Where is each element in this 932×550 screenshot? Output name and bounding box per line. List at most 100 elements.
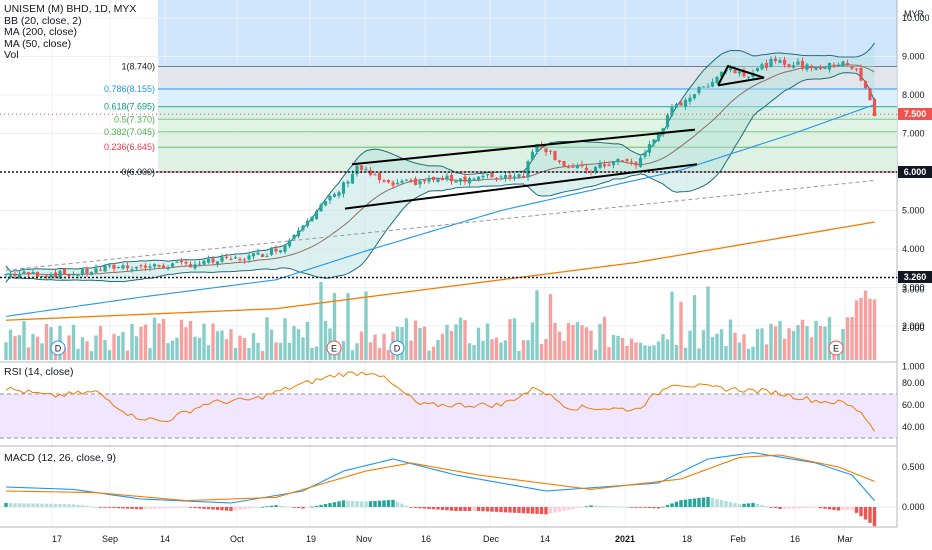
- candle-body: [436, 177, 440, 182]
- volume-bar: [413, 320, 418, 360]
- ma50-legend[interactable]: MA (50, close): [4, 37, 72, 50]
- macd-histogram-bar: [724, 501, 728, 507]
- volume-bar: [107, 350, 112, 360]
- candle-body: [499, 176, 503, 178]
- candle-body: [638, 157, 643, 167]
- price-tick-label: 2.000: [902, 321, 925, 331]
- macd-histogram-bar: [13, 503, 17, 507]
- pennant-triangle: [717, 64, 765, 87]
- volume-bar: [589, 330, 593, 360]
- ma50-line: [5, 104, 875, 317]
- candle-body: [170, 263, 175, 267]
- candle-body: [449, 175, 454, 182]
- macd-histogram-bar: [202, 507, 206, 509]
- volume-bar: [584, 327, 589, 360]
- macd-histogram-bar: [616, 506, 620, 508]
- candle-body: [368, 170, 373, 176]
- candle-body: [278, 250, 283, 253]
- candle-body: [476, 176, 481, 180]
- macd-histogram-bar: [634, 507, 638, 508]
- volume-bar: [805, 326, 809, 360]
- macd-histogram-bar: [548, 507, 553, 514]
- candle-body: [535, 143, 539, 153]
- bb-legend[interactable]: BB (20, close, 2): [4, 14, 82, 27]
- macd-histogram-bar: [728, 502, 733, 507]
- candle-body: [80, 269, 85, 275]
- macd-histogram-bar: [377, 500, 382, 507]
- macd-histogram-bar: [89, 506, 94, 508]
- vol-legend[interactable]: Vol: [4, 49, 19, 62]
- volume-bar: [85, 341, 89, 360]
- rsi-tick-label: 40.00: [902, 422, 925, 432]
- volume-bar: [719, 329, 724, 360]
- macd-histogram-bar: [373, 500, 377, 507]
- volume-bar: [238, 335, 242, 360]
- macd-histogram-bar: [76, 504, 80, 507]
- macd-histogram-bar: [773, 507, 778, 509]
- macd-histogram-bar: [292, 507, 296, 508]
- macd-histogram-bar: [787, 507, 791, 509]
- volume-bar: [760, 328, 764, 360]
- candle-body: [323, 201, 328, 206]
- macd-legend[interactable]: MACD (12, 26, close, 9): [4, 452, 117, 464]
- candle-body: [823, 67, 827, 70]
- volume-bar: [98, 325, 103, 360]
- time-tick-label: 16: [421, 534, 431, 544]
- macd-histogram-bar: [431, 507, 436, 510]
- rsi-legend[interactable]: RSI (14, close): [4, 366, 74, 378]
- volume-bar: [436, 339, 440, 360]
- ma200-legend[interactable]: MA (200, close): [4, 26, 77, 39]
- volume-bar: [629, 338, 634, 360]
- symbol-title[interactable]: UNISEM (M) BHD, 1D, MYX: [4, 3, 137, 15]
- macd-histogram-bar: [35, 503, 40, 507]
- volume-bar: [247, 347, 251, 360]
- macd-histogram-bar: [566, 507, 571, 510]
- volume-bar: [319, 281, 323, 360]
- macd-histogram-bar: [332, 502, 337, 507]
- candle-body: [130, 269, 134, 271]
- macd-histogram-bar: [179, 507, 184, 508]
- volume-bar: [287, 342, 292, 360]
- candle-body: [566, 167, 571, 169]
- volume-bar: [787, 328, 791, 360]
- candle-body: [418, 181, 422, 185]
- macd-histogram-bar: [121, 507, 125, 509]
- macd-histogram-bar: [382, 500, 386, 507]
- macd-histogram-bar: [193, 507, 197, 509]
- trend-drawings[interactable]: [0, 64, 897, 279]
- candle-body: [836, 64, 841, 67]
- volume-bar: [485, 323, 490, 360]
- bb-basis: [5, 64, 875, 276]
- macd-histogram-bar: [211, 507, 215, 510]
- candle-body: [859, 68, 863, 81]
- time-tick-label: 18: [682, 534, 692, 544]
- macd-histogram-bar: [458, 507, 463, 511]
- macd-histogram-bar: [476, 507, 481, 511]
- macd-histogram-bar: [233, 507, 238, 511]
- candle-body: [490, 172, 494, 178]
- candle-body: [107, 265, 112, 267]
- macd-histogram-bar: [355, 501, 359, 507]
- candle-body: [161, 265, 166, 268]
- macd-histogram-bar: [364, 501, 368, 507]
- candle-body: [706, 86, 710, 88]
- macd-histogram-bar: [800, 507, 805, 509]
- candle-body: [413, 178, 418, 185]
- volume-bar: [499, 342, 503, 360]
- macd-histogram-bar: [328, 503, 332, 507]
- macd-histogram-bar: [706, 496, 710, 507]
- macd-histogram-bar: [323, 504, 328, 507]
- macd-histogram-bar: [607, 506, 611, 507]
- candle-body: [179, 260, 184, 263]
- candle-body: [305, 221, 310, 226]
- candle-body: [71, 273, 76, 276]
- candle-body: [769, 58, 773, 67]
- candle-body: [4, 274, 8, 276]
- candle-body: [211, 258, 215, 263]
- candle-body: [143, 265, 148, 268]
- candle-body: [809, 65, 814, 69]
- volume-bar: [494, 337, 499, 360]
- candle-body: [701, 86, 706, 88]
